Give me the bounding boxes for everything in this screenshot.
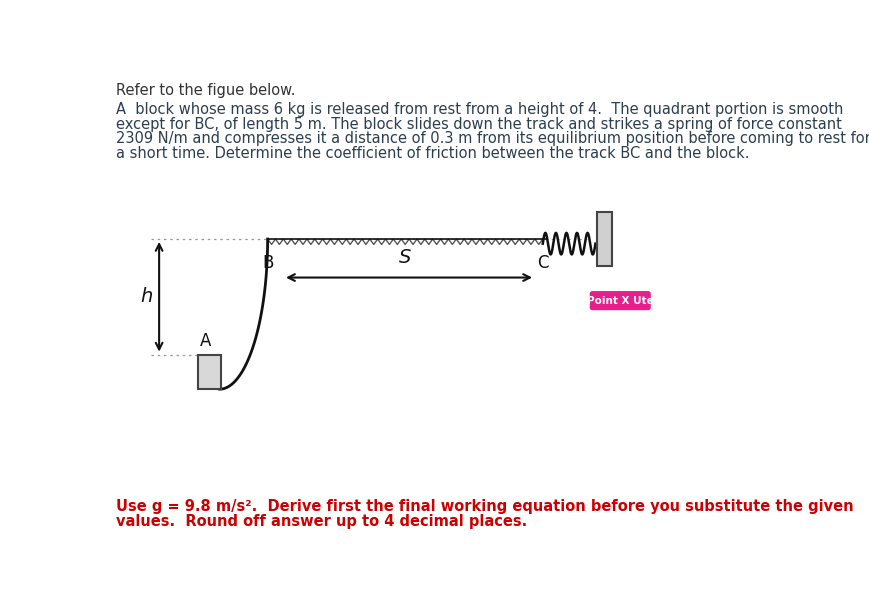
FancyBboxPatch shape <box>590 291 649 310</box>
Bar <box>596 212 612 266</box>
Text: C: C <box>536 255 547 273</box>
Bar <box>197 355 221 389</box>
Text: Use g = 9.8 m/s².  Derive first the final working equation before you substitute: Use g = 9.8 m/s². Derive first the final… <box>116 499 853 514</box>
Text: B: B <box>262 255 273 273</box>
Text: except for BC, of length 5 m. The block slides down the track and strikes a spri: except for BC, of length 5 m. The block … <box>116 116 841 132</box>
Text: Point X Ute: Point X Ute <box>587 296 653 305</box>
Text: values.  Round off answer up to 4 decimal places.: values. Round off answer up to 4 decimal… <box>116 514 527 529</box>
Text: 2309 N/m and compresses it a distance of 0.3 m from its equilibrium position bef: 2309 N/m and compresses it a distance of… <box>116 132 869 146</box>
Text: a short time. Determine the coefficient of friction between the track BC and the: a short time. Determine the coefficient … <box>116 146 749 161</box>
Text: h: h <box>141 287 153 306</box>
Text: A  block whose mass 6 kg is released from rest from a height of 4.  The quadrant: A block whose mass 6 kg is released from… <box>116 102 843 117</box>
Text: S: S <box>399 248 411 267</box>
Text: Refer to the figue below.: Refer to the figue below. <box>116 84 295 99</box>
Text: A: A <box>199 332 210 350</box>
